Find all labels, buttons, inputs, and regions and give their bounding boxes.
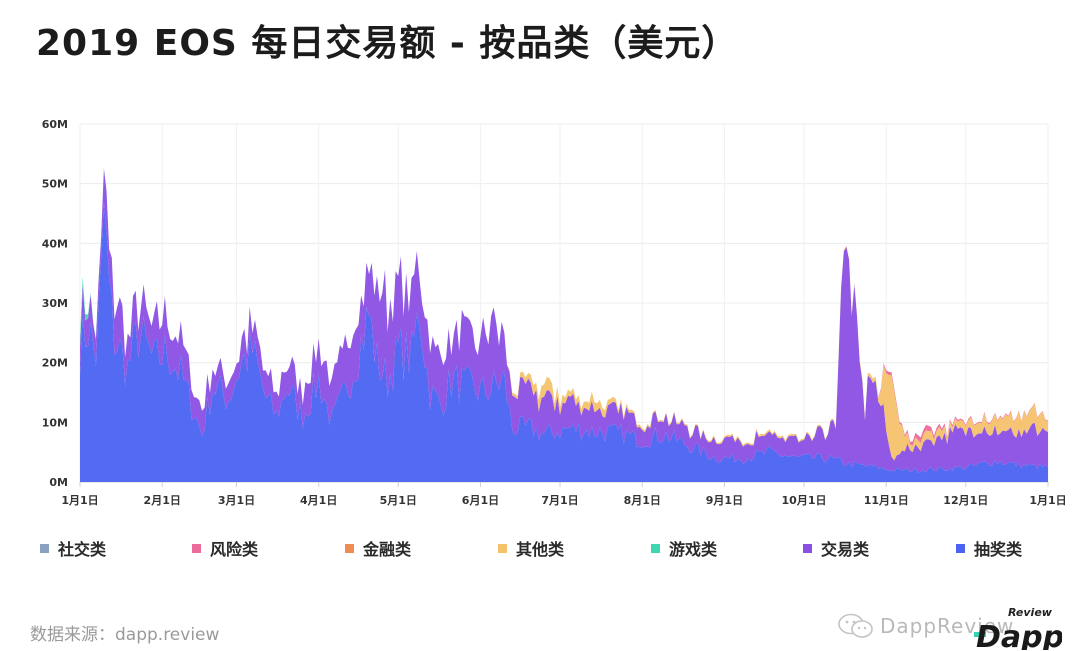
wechat-watermark: DappReview <box>836 612 1014 640</box>
area-series-other <box>80 168 1048 461</box>
legend-label: 其他类 <box>516 540 565 559</box>
legend-item-social[interactable]: 社交类 <box>40 536 106 560</box>
x-tick-label: 3月1日 <box>218 494 255 507</box>
x-tick-label: 11月1日 <box>864 494 909 507</box>
area-chart: 0M 10M 20M 30M 40M 50M 60M 1月1日 2月1日 3月1日 4月1日 5月1日… <box>42 118 1067 507</box>
logo-text: Dapp <box>976 620 1062 650</box>
x-tick-label: 9月1日 <box>706 494 743 507</box>
legend-swatch <box>192 543 201 553</box>
legend-item-exchange[interactable]: 交易类 <box>803 536 869 560</box>
y-tick-label: 30M <box>42 297 68 310</box>
x-tick-label: 1月1日 <box>61 494 98 507</box>
legend-label: 风险类 <box>210 540 259 559</box>
x-tick-label: 1月1日 <box>1029 494 1066 507</box>
x-tick-label: 8月1日 <box>624 494 661 507</box>
y-tick-label: 60M <box>42 118 68 131</box>
legend-swatch <box>956 543 965 553</box>
legend-item-lottery[interactable]: 抽奖类 <box>956 536 1022 560</box>
y-tick-label: 40M <box>42 237 68 250</box>
legend-item-risk[interactable]: 风险类 <box>192 536 258 560</box>
dapp-review-logo: Review Dapp <box>972 606 1062 650</box>
y-tick-label: 0M <box>49 476 68 489</box>
legend-swatch <box>651 543 660 553</box>
legend-swatch <box>40 543 49 553</box>
x-tick-label: 2月1日 <box>144 494 181 507</box>
legend-label: 交易类 <box>821 540 870 559</box>
x-tick-label: 4月1日 <box>300 494 337 507</box>
legend-label: 金融类 <box>363 540 412 559</box>
legend-label: 游戏类 <box>669 540 718 559</box>
watermark-text: DappReview <box>880 614 1015 638</box>
legend-item-finance[interactable]: 金融类 <box>345 536 411 560</box>
legend-swatch <box>345 543 354 553</box>
y-tick-label: 10M <box>42 416 68 429</box>
y-tick-label: 20M <box>42 357 68 370</box>
y-tick-label: 50M <box>42 178 68 191</box>
x-tick-label: 5月1日 <box>380 494 417 507</box>
x-tick-label: 6月1日 <box>462 494 499 507</box>
chart-title: 2019 EOS 每日交易额 - 按品类（美元） <box>36 23 739 64</box>
logo-small-text: Review <box>1008 606 1052 619</box>
legend-swatch <box>803 543 812 553</box>
legend-label: 抽奖类 <box>974 540 1023 559</box>
legend-item-game[interactable]: 游戏类 <box>651 536 717 560</box>
area-series-exchange <box>80 168 1048 473</box>
legend-swatch <box>498 543 507 553</box>
legend-label: 社交类 <box>58 540 107 559</box>
data-source-note: 数据来源：dapp.review <box>30 625 220 645</box>
x-tick-label: 10月1日 <box>782 494 827 507</box>
wechat-icon <box>838 613 873 638</box>
legend-item-other[interactable]: 其他类 <box>498 536 564 560</box>
x-tick-label: 12月1日 <box>943 494 988 507</box>
x-tick-label: 7月1日 <box>541 494 578 507</box>
logo-mark: Dapp <box>974 620 1062 650</box>
chart-legend: 社交类 风险类 金融类 其他类 游戏类 交易类 抽奖类 <box>40 536 1050 560</box>
area-series-lottery <box>80 202 1048 482</box>
